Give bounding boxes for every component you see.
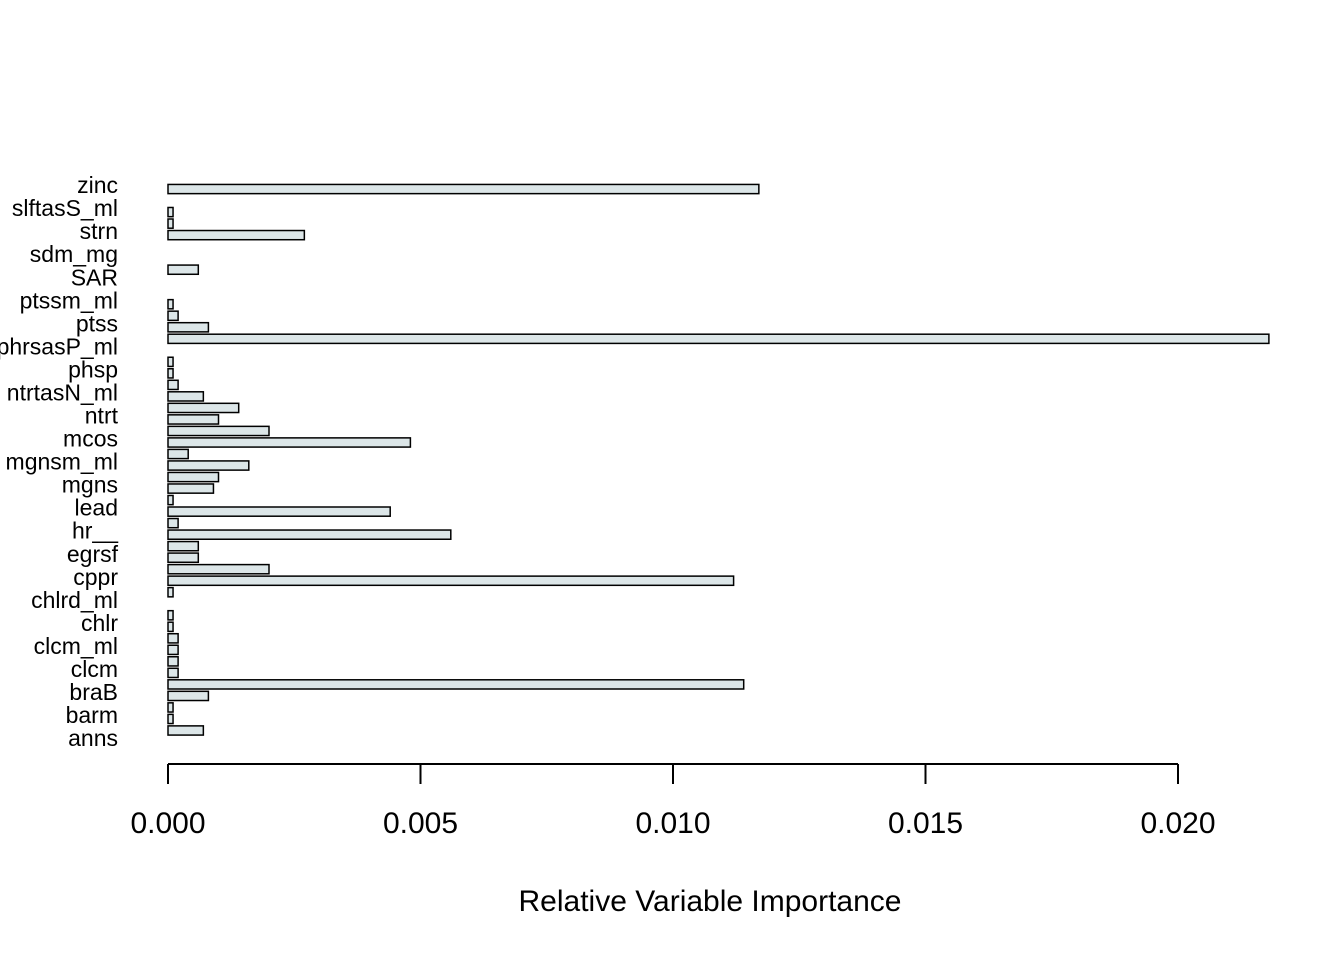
x-axis-label: Relative Variable Importance xyxy=(519,885,902,918)
bar xyxy=(167,552,200,564)
bar xyxy=(167,460,250,471)
bar xyxy=(167,517,179,529)
bar xyxy=(167,310,179,322)
bar xyxy=(167,632,179,644)
bar xyxy=(167,586,174,598)
category-label: sdm_mg xyxy=(30,241,118,267)
bar xyxy=(167,333,1270,345)
bar xyxy=(167,621,174,633)
bar xyxy=(167,321,210,333)
bar xyxy=(167,713,174,725)
category-label: lead xyxy=(75,495,118,521)
category-label: hr__ xyxy=(72,518,119,544)
bar xyxy=(167,656,179,667)
bar xyxy=(167,379,179,391)
category-label: strn xyxy=(80,218,118,244)
category-label: zinc xyxy=(77,172,118,198)
category-label: clcm xyxy=(71,656,118,682)
category-label: anns xyxy=(68,725,118,751)
bar xyxy=(167,425,270,437)
bar xyxy=(167,368,174,379)
bar xyxy=(167,391,205,402)
x-tick-label: 0.010 xyxy=(635,807,710,840)
category-label: chlr xyxy=(81,610,118,636)
bar xyxy=(167,356,174,368)
category-label: phsp xyxy=(68,356,118,382)
bar xyxy=(167,506,391,517)
bar xyxy=(167,229,306,241)
bar xyxy=(167,494,174,506)
bar xyxy=(167,667,179,679)
category-label: egrsf xyxy=(67,541,119,567)
bar xyxy=(167,540,200,552)
category-label: mgnsm_ml xyxy=(6,449,118,475)
bar xyxy=(167,702,174,713)
bar xyxy=(167,690,210,702)
bar xyxy=(167,725,205,736)
bar xyxy=(167,183,760,195)
category-label: ptssm_ml xyxy=(20,287,118,313)
category-label: ntrtasN_ml xyxy=(7,379,118,405)
x-tick-label: 0.000 xyxy=(130,807,205,840)
bar xyxy=(167,206,174,218)
category-label: clcm_ml xyxy=(34,633,118,659)
category-label: ptss xyxy=(76,310,118,336)
bar xyxy=(167,679,745,690)
x-axis: 0.000 0.005 0.010 0.015 0.020 xyxy=(130,763,1216,840)
category-label: mgns xyxy=(62,472,118,498)
bar xyxy=(167,402,240,414)
bar xyxy=(167,483,215,494)
bar xyxy=(167,437,412,448)
x-tick-label: 0.015 xyxy=(888,807,963,840)
category-label: mcos xyxy=(63,426,118,452)
category-label: barm xyxy=(66,702,118,728)
x-tick-label: 0.020 xyxy=(1140,807,1215,840)
bar xyxy=(167,414,220,425)
bar xyxy=(167,471,220,483)
category-label: chlrd_ml xyxy=(31,587,118,613)
bar xyxy=(167,298,174,310)
bar xyxy=(167,448,189,460)
category-label: braB xyxy=(69,679,118,705)
bar xyxy=(167,609,174,621)
bar xyxy=(167,644,179,656)
category-label: cppr xyxy=(73,564,118,590)
category-label: ntrt xyxy=(85,403,119,429)
bar xyxy=(167,264,200,276)
bars-group xyxy=(167,183,1270,736)
category-label: SAR xyxy=(71,264,118,290)
x-tick-label: 0.005 xyxy=(383,807,458,840)
category-labels: annsbarmbraBclcmclcm_mlchlrchlrd_mlcppre… xyxy=(0,172,119,751)
category-label: phrsasP_ml xyxy=(0,333,118,359)
bar xyxy=(167,563,270,575)
bar xyxy=(167,218,174,229)
category-label: slftasS_ml xyxy=(12,195,118,221)
bar xyxy=(167,529,452,540)
bar xyxy=(167,575,735,587)
